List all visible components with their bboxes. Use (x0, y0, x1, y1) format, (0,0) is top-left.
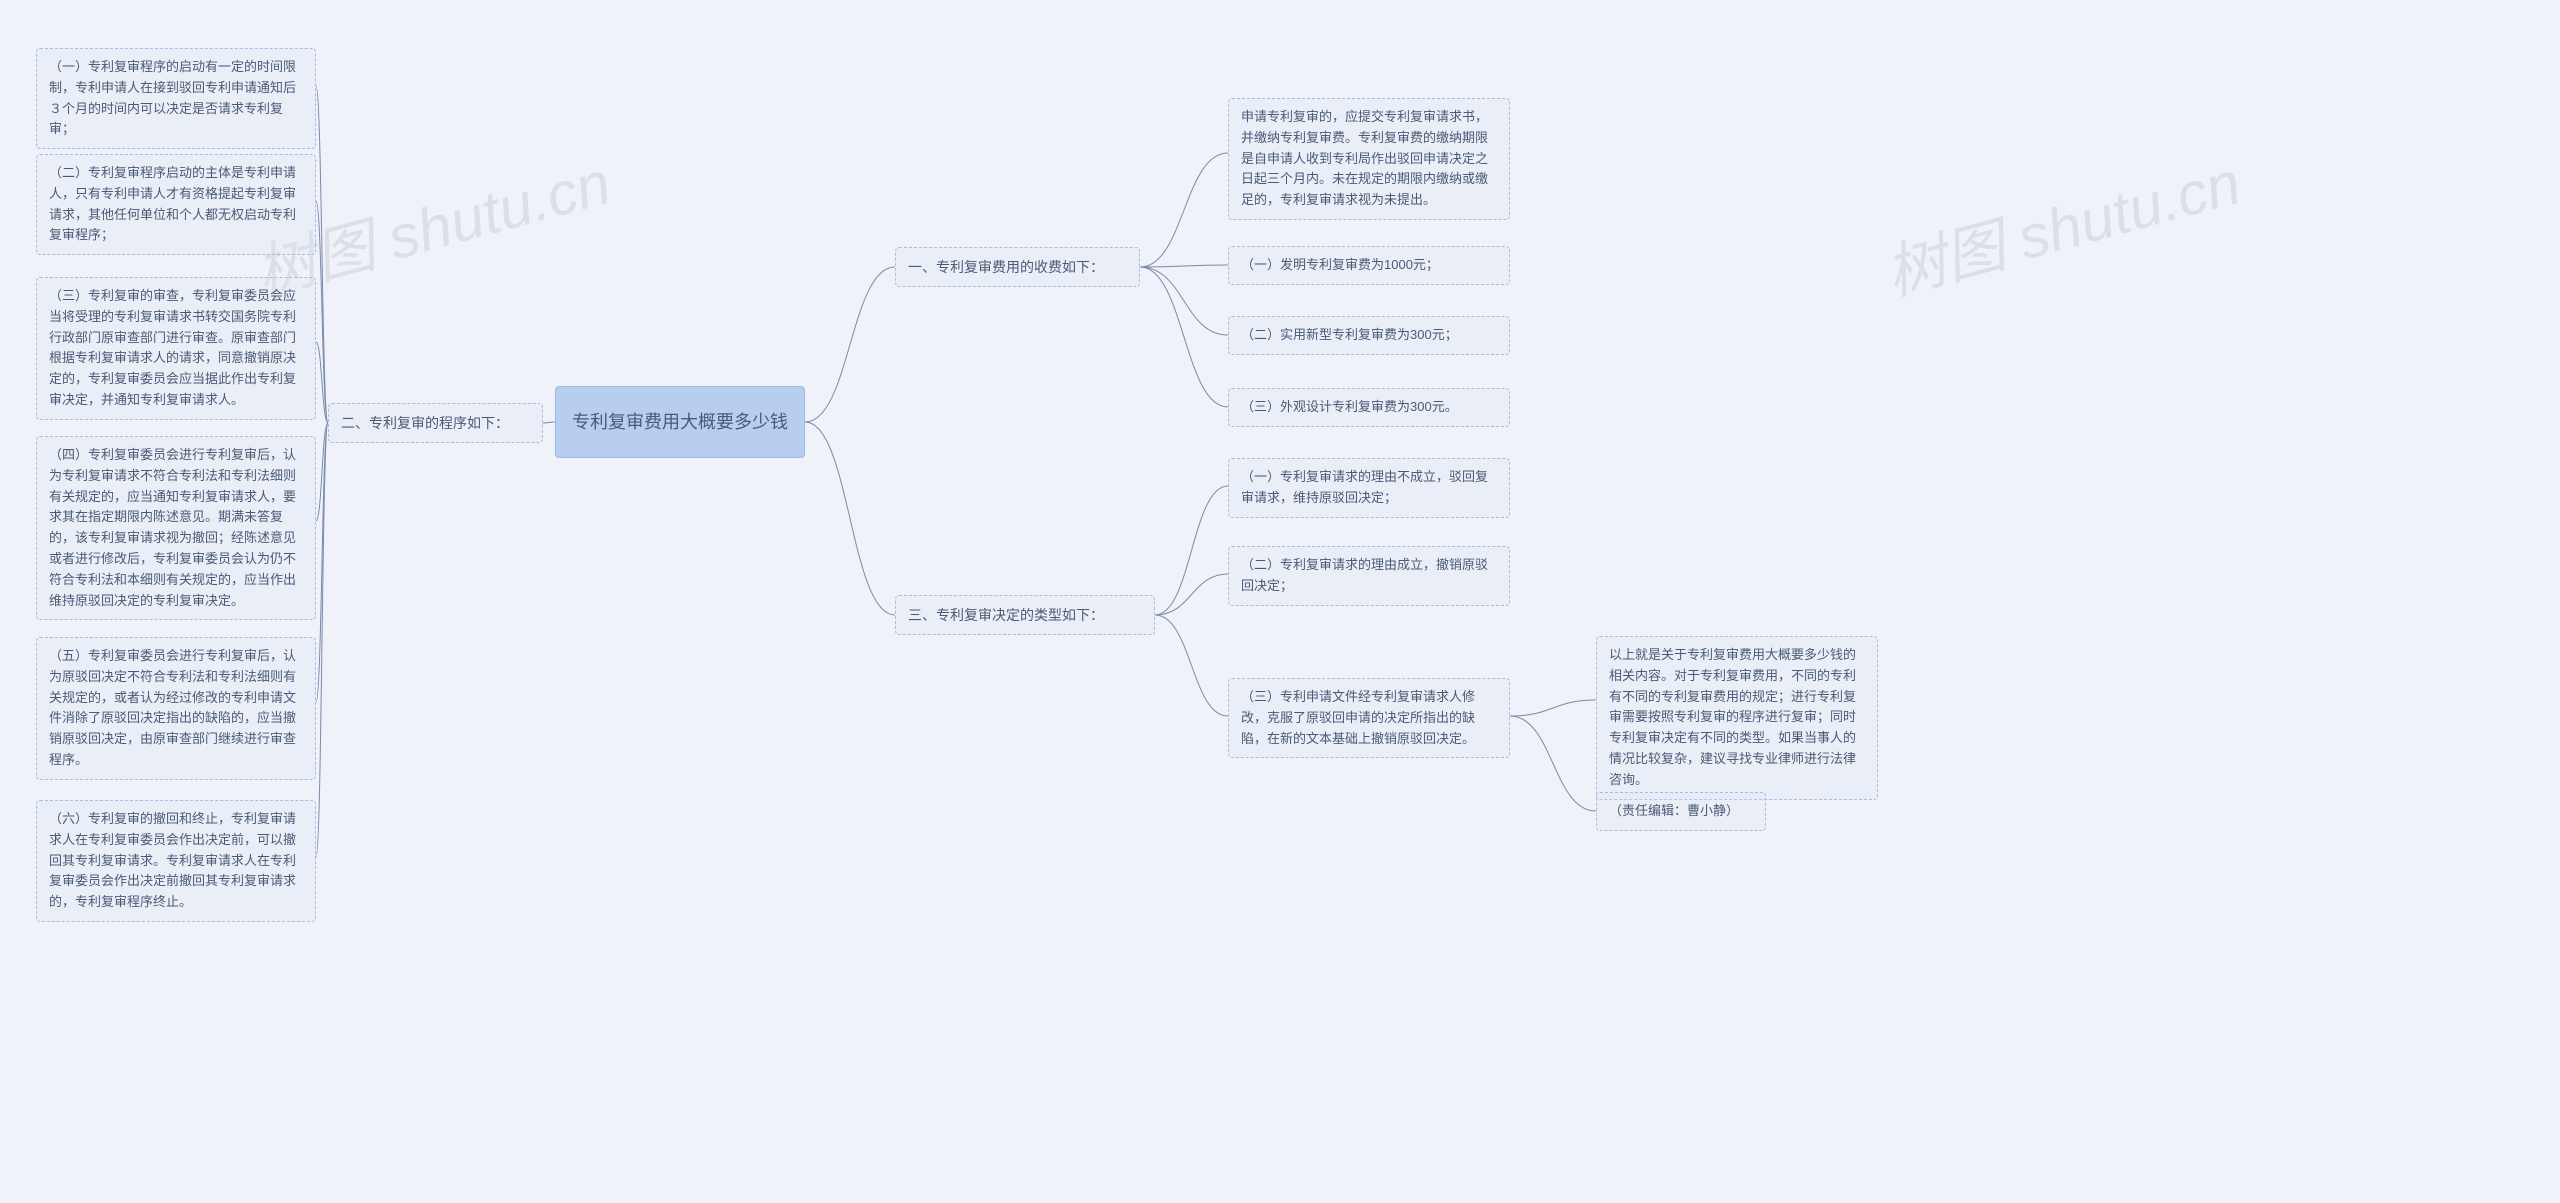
right-branch-1: 三、专利复审决定的类型如下： (895, 595, 1155, 635)
watermark-1: 树图 shutu.cn (1875, 134, 2249, 312)
left-branch-0-leaf-1: （二）专利复审程序启动的主体是专利申请人，只有专利申请人才有资格提起专利复审请求… (36, 154, 316, 255)
mindmap-canvas: 树图 shutu.cn树图 shutu.cn专利复审费用大概要多少钱一、专利复审… (0, 0, 2560, 1203)
right-branch-0-leaf-3: （三）外观设计专利复审费为300元。 (1228, 388, 1510, 427)
right-branch-0-leaf-1: （一）发明专利复审费为1000元； (1228, 246, 1510, 285)
right-branch-0-leaf-2: （二）实用新型专利复审费为300元； (1228, 316, 1510, 355)
left-branch-0: 二、专利复审的程序如下： (328, 403, 543, 443)
center-node: 专利复审费用大概要多少钱 (555, 386, 805, 458)
right-branch-1-leaf-0: （一）专利复审请求的理由不成立，驳回复审请求，维持原驳回决定； (1228, 458, 1510, 518)
left-branch-0-leaf-0: （一）专利复审程序的启动有一定的时间限制，专利申请人在接到驳回专利申请通知后３个… (36, 48, 316, 149)
left-branch-0-leaf-2: （三）专利复审的审查，专利复审委员会应当将受理的专利复审请求书转交国务院专利行政… (36, 277, 316, 420)
right-branch-1-leaf-1: （二）专利复审请求的理由成立，撤销原驳回决定； (1228, 546, 1510, 606)
right-branch-1-leaf-2: （三）专利申请文件经专利复审请求人修改，克服了原驳回申请的决定所指出的缺陷，在新… (1228, 678, 1510, 758)
left-branch-0-leaf-4: （五）专利复审委员会进行专利复审后，认为原驳回决定不符合专利法和专利法细则有关规… (36, 637, 316, 780)
right-branch-0-leaf-0: 申请专利复审的，应提交专利复审请求书，并缴纳专利复审费。专利复审费的缴纳期限是自… (1228, 98, 1510, 220)
left-branch-0-leaf-3: （四）专利复审委员会进行专利复审后，认为专利复审请求不符合专利法和专利法细则有关… (36, 436, 316, 620)
right-branch-1-leaf-2-sub-1: （责任编辑：曹小静） (1596, 792, 1766, 831)
left-branch-0-leaf-5: （六）专利复审的撤回和终止，专利复审请求人在专利复审委员会作出决定前，可以撤回其… (36, 800, 316, 922)
right-branch-0: 一、专利复审费用的收费如下： (895, 247, 1140, 287)
right-branch-1-leaf-2-sub-0: 以上就是关于专利复审费用大概要多少钱的相关内容。对于专利复审费用，不同的专利有不… (1596, 636, 1878, 800)
